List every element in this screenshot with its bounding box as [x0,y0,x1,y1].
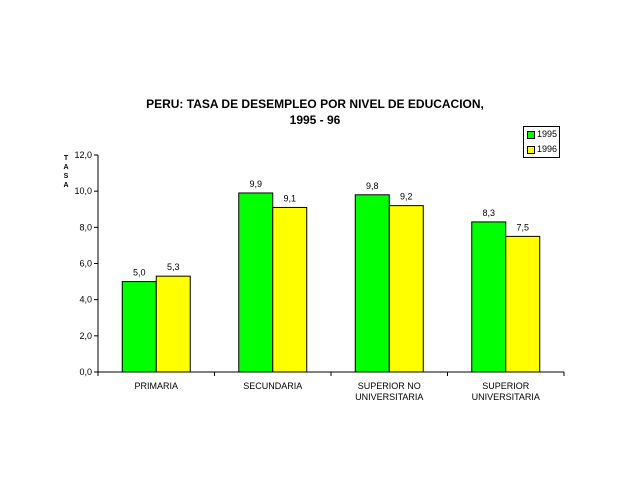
bar-1996 [388,205,424,373]
legend-swatch-1996 [527,146,535,154]
category-label: SUPERIOR [482,381,530,391]
category-label: SUPERIOR NO [358,381,421,391]
category-label: UNIVERSITARIA [355,392,423,402]
data-label-1995: 8,3 [482,208,495,218]
y-tick-label: 4,0 [79,295,92,305]
data-label-1996: 9,1 [283,193,296,203]
bar-1995 [471,221,507,373]
data-label-1996: 5,3 [167,262,180,272]
y-tick-label: 6,0 [79,259,92,269]
y-tick-label: 10,0 [74,186,92,196]
y-tick-label: 12,0 [74,150,92,160]
chart-title: PERU: TASA DE DESEMPLEO POR NIVEL DE EDU… [146,97,484,111]
y-axis-label-letter: A [63,182,69,189]
y-tick-label: 0,0 [79,367,92,377]
bar-1995 [121,281,157,373]
bar-1996 [272,206,308,373]
data-label-1996: 7,5 [516,222,529,232]
y-axis-label-letter: A [63,164,69,171]
legend-swatch-1995 [527,131,535,139]
bar-1996 [155,275,191,373]
data-label-1996: 9,2 [400,192,413,202]
bar-1995 [354,194,390,373]
y-axis-label-letter: S [63,173,69,180]
bar-1996 [505,235,541,373]
y-tick-label: 2,0 [79,331,92,341]
bar-1995 [238,192,274,373]
y-tick-label: 8,0 [79,222,92,232]
y-axis-label-letter: T [63,155,69,162]
category-label: PRIMARIA [134,381,178,391]
legend-label-1995: 1995 [537,129,558,139]
category-label: SECUNDARIA [243,381,302,391]
data-label-1995: 9,8 [366,181,379,191]
data-label-1995: 5,0 [133,268,146,278]
legend: 1995 1996 [523,126,560,158]
category-label: UNIVERSITARIA [472,392,540,402]
data-label-1995: 9,9 [249,179,262,189]
legend-label-1996: 1996 [537,144,558,154]
chart-subtitle: 1995 - 96 [289,113,341,127]
